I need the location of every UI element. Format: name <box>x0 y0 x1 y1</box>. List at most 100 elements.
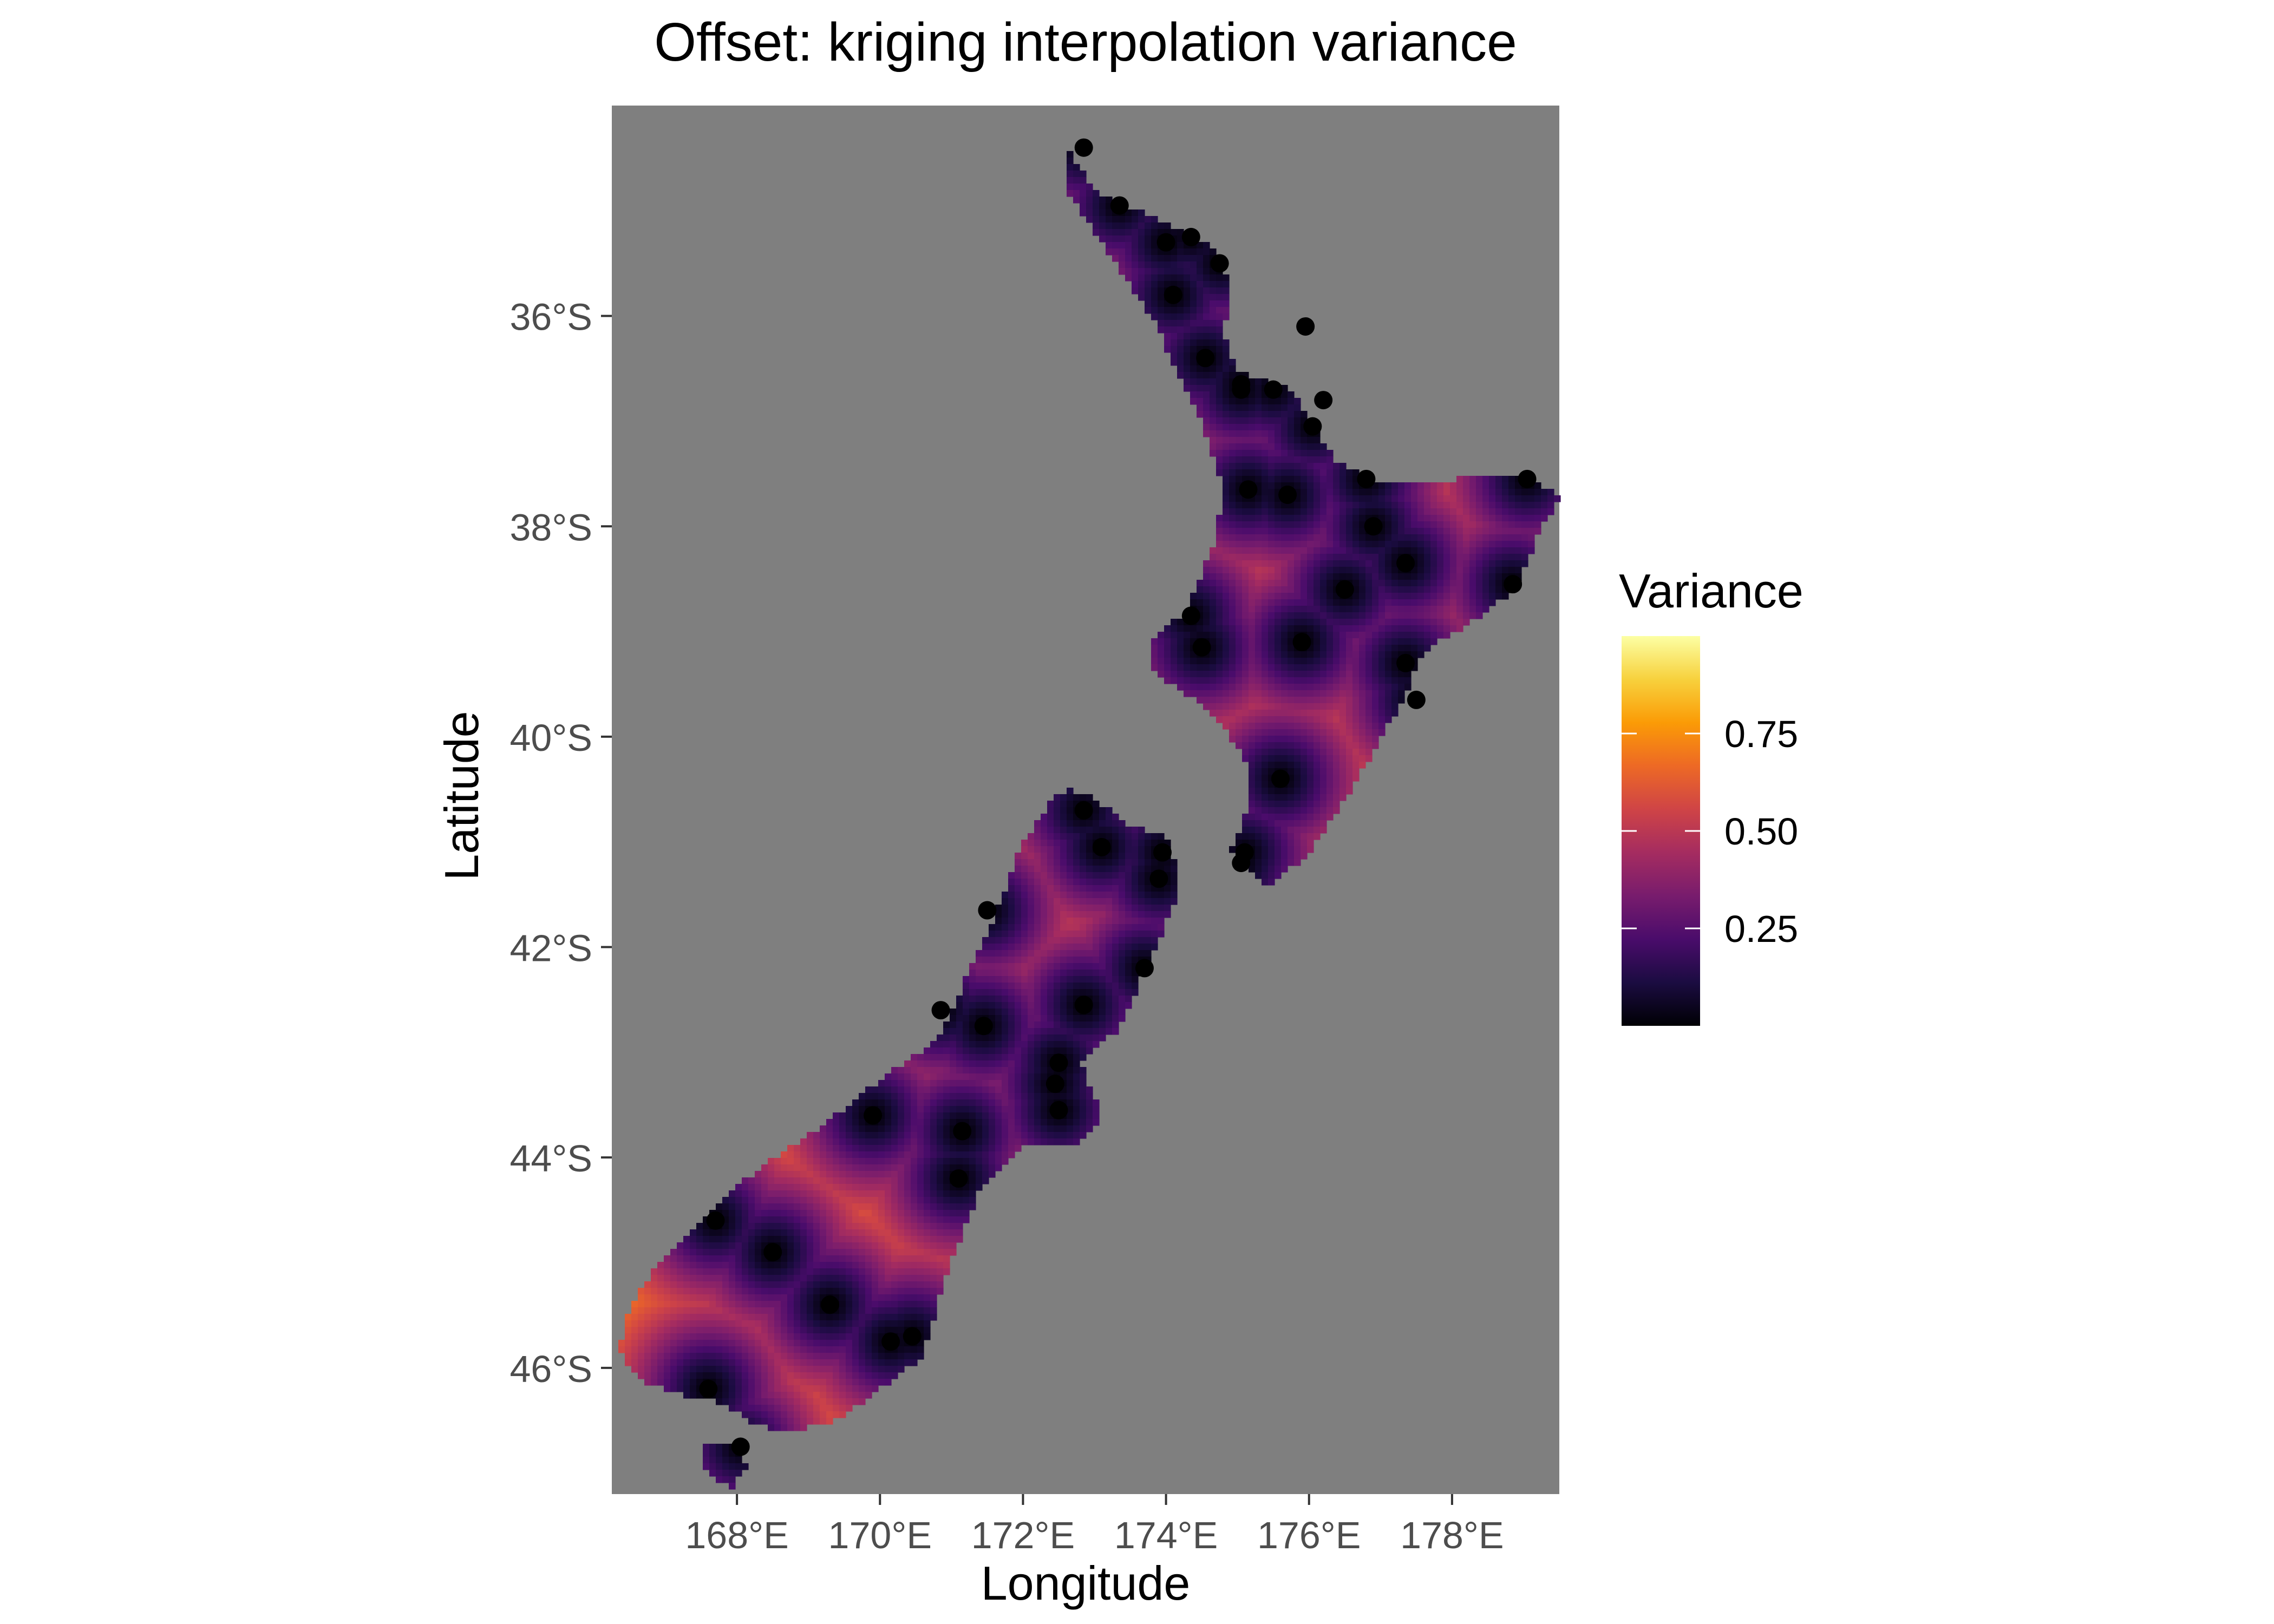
variance-cell <box>1489 580 1496 587</box>
variance-cell <box>911 1132 918 1139</box>
variance-cell <box>1320 736 1327 743</box>
variance-cell <box>943 1021 950 1029</box>
variance-cell <box>1236 554 1243 561</box>
variance-cell <box>735 1210 742 1217</box>
variance-cell <box>1502 495 1509 502</box>
variance-cell <box>1333 541 1340 548</box>
variance-cell <box>1508 482 1515 489</box>
variance-cell <box>1216 515 1223 522</box>
variance-cell <box>1184 333 1191 340</box>
variance-cell <box>1255 456 1262 463</box>
variance-cell <box>878 1229 885 1236</box>
variance-cell <box>1327 528 1334 535</box>
variance-cell <box>1469 560 1476 567</box>
variance-cell <box>1132 918 1139 925</box>
variance-cell <box>1099 197 1106 204</box>
variance-cell <box>1106 950 1113 957</box>
variance-cell <box>1255 515 1262 522</box>
variance-cell <box>1430 625 1437 632</box>
variance-cell <box>969 1158 976 1165</box>
variance-cell <box>1028 885 1035 892</box>
variance-cell <box>1236 534 1243 541</box>
variance-cell <box>1093 1106 1100 1113</box>
variance-cell <box>1469 521 1476 528</box>
variance-cell <box>833 1119 840 1126</box>
variance-cell <box>839 1158 846 1165</box>
variance-cell <box>924 1242 931 1249</box>
variance-cell <box>1255 729 1262 736</box>
variance-cell <box>1398 690 1405 697</box>
variance-cell <box>1307 463 1314 470</box>
variance-cell <box>1281 534 1288 541</box>
variance-cell <box>1521 547 1528 554</box>
variance-cell <box>1229 736 1236 743</box>
variance-cell <box>833 1203 840 1210</box>
variance-cell <box>1067 1015 1074 1022</box>
variance-cell <box>937 1099 944 1106</box>
variance-cell <box>1314 632 1321 639</box>
variance-cell <box>1197 625 1204 632</box>
variance-cell <box>1301 762 1308 769</box>
variance-cell <box>995 1138 1002 1145</box>
variance-cell <box>1352 573 1360 580</box>
variance-cell <box>1203 599 1210 606</box>
variance-cell <box>1203 385 1210 392</box>
variance-cell <box>1106 197 1113 204</box>
variance-cell <box>755 1197 762 1204</box>
variance-cell <box>774 1164 781 1171</box>
variance-cell <box>1275 560 1282 567</box>
variance-cell <box>1443 632 1450 639</box>
variance-cell <box>1034 1073 1041 1081</box>
variance-cell <box>1041 853 1048 860</box>
variance-cell <box>1093 190 1100 197</box>
variance-cell <box>1333 528 1340 535</box>
variance-cell <box>969 1073 976 1081</box>
variance-cell <box>1288 840 1295 847</box>
variance-cell <box>1060 1021 1067 1029</box>
variance-cell <box>1093 983 1100 990</box>
variance-cell <box>1476 495 1483 502</box>
variance-cell <box>982 1060 989 1068</box>
variance-cell <box>1034 1015 1041 1022</box>
variance-cell <box>1086 1125 1093 1132</box>
variance-cell <box>1203 404 1210 411</box>
variance-cell <box>943 1034 950 1042</box>
variance-cell <box>989 944 996 951</box>
variance-cell <box>917 1151 924 1158</box>
variance-cell <box>800 1203 807 1210</box>
variance-cell <box>1294 398 1301 405</box>
variance-cell <box>1430 612 1437 619</box>
variance-cell <box>1489 567 1496 574</box>
variance-cell <box>1151 242 1158 249</box>
variance-cell <box>995 963 1002 970</box>
variance-cell <box>1099 963 1106 970</box>
variance-cell <box>1060 963 1067 970</box>
variance-cell <box>768 1203 775 1210</box>
variance-cell <box>1190 359 1197 366</box>
variance-cell <box>781 1275 788 1282</box>
variance-cell <box>1151 235 1158 243</box>
variance-cell <box>885 1203 892 1210</box>
variance-cell <box>943 1132 950 1139</box>
variance-cell <box>891 1255 898 1262</box>
variance-cell <box>839 1216 846 1223</box>
variance-cell <box>930 1119 937 1126</box>
variance-cell <box>1067 788 1074 795</box>
variance-cell <box>748 1249 755 1256</box>
variance-cell <box>852 1171 859 1178</box>
variance-cell <box>930 1223 937 1230</box>
variance-cell <box>937 1054 944 1061</box>
variance-cell <box>1086 963 1093 970</box>
variance-cell <box>1262 417 1269 424</box>
variance-cell <box>1262 606 1269 613</box>
variance-cell <box>937 1086 944 1093</box>
variance-cell <box>1411 502 1418 509</box>
variance-cell <box>1385 677 1392 684</box>
variance-cell <box>820 1177 827 1184</box>
variance-cell <box>1268 463 1275 470</box>
variance-cell <box>826 1197 833 1204</box>
variance-cell <box>1080 970 1087 977</box>
variance-cell <box>995 996 1002 1003</box>
variance-cell <box>878 1086 885 1093</box>
variance-cell <box>976 1132 983 1139</box>
